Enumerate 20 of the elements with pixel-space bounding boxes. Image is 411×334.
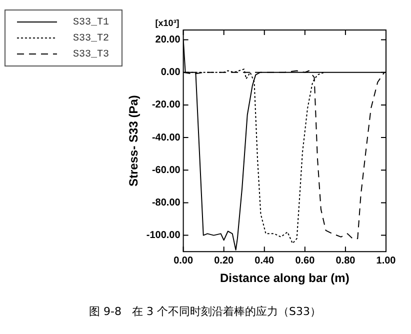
legend-label: S33_T2 xyxy=(73,34,110,45)
y-tick-label: -100.00 xyxy=(146,230,181,242)
legend-label: S33_T3 xyxy=(73,50,110,61)
x-axis-title: Distance along bar (m) xyxy=(220,271,350,286)
y-tick-label: 0.00 xyxy=(160,67,181,78)
x-tick-label: 0.80 xyxy=(336,255,356,266)
y-tick-label: -20.00 xyxy=(152,100,181,111)
x-tick-label: 1.00 xyxy=(376,255,396,266)
legend-label: S33_T1 xyxy=(73,18,110,29)
y-tick-label: -80.00 xyxy=(152,197,181,208)
x-tick-label: 0.00 xyxy=(174,255,194,266)
x-tick-label: 0.40 xyxy=(254,255,275,266)
y-tick-label: 20.00 xyxy=(155,34,181,46)
y-tick-label: -40.00 xyxy=(152,132,181,144)
x-tick-label: 0.20 xyxy=(214,255,234,266)
y-axis-title: Stress- S33 (Pa) xyxy=(126,95,141,186)
caption: 图 9-8 在 3 个不同时刻沿着棒的应力（S33） xyxy=(89,304,321,318)
x-tick-label: 0.60 xyxy=(295,255,316,266)
y-tick-label: -60.00 xyxy=(152,164,181,176)
text: [x10³] xyxy=(155,18,180,28)
